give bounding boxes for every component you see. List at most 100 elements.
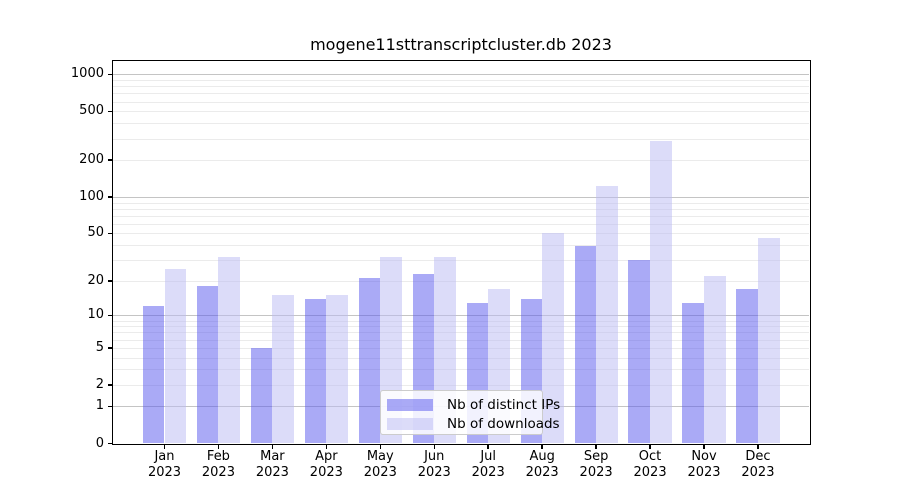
x-tick-mark xyxy=(757,445,759,449)
y-tick-label: 0 xyxy=(95,435,104,451)
chart-title: mogene11sttranscriptcluster.db 2023 xyxy=(310,35,612,54)
gridline-minor xyxy=(113,369,809,371)
y-tick-mark xyxy=(108,405,113,408)
x-tick-mark xyxy=(433,445,435,449)
x-tick-mark xyxy=(595,445,597,449)
gridline-minor xyxy=(113,111,809,113)
bar-downloads-sep xyxy=(596,186,618,444)
gridline-minor xyxy=(113,215,809,217)
plot-area xyxy=(113,61,809,444)
x-tick-label: Nov 2023 xyxy=(687,449,721,480)
gridline-minor xyxy=(113,280,809,282)
bar-downloads-nov xyxy=(704,276,726,444)
gridline-major xyxy=(113,315,809,317)
bar-distinct-ips-oct xyxy=(628,260,651,444)
gridline-minor xyxy=(113,233,809,235)
x-tick-label: Aug 2023 xyxy=(525,449,559,480)
x-tick-mark xyxy=(487,445,489,449)
gridline-minor xyxy=(113,332,809,334)
x-tick-label: Jun 2023 xyxy=(417,449,451,480)
gridline-minor xyxy=(113,202,809,204)
bar-downloads-feb xyxy=(218,256,241,444)
bar-distinct-ips-nov xyxy=(682,302,704,444)
y-tick-label: 200 xyxy=(79,152,104,168)
x-tick-label: May 2023 xyxy=(363,449,397,480)
gridline-major xyxy=(113,74,809,76)
y-tick-mark xyxy=(108,232,113,235)
gridline-minor xyxy=(113,357,809,359)
gridline-minor xyxy=(113,245,809,247)
y-tick-label: 10 xyxy=(87,307,104,323)
gridline-minor xyxy=(113,160,809,162)
y-tick-label: 5 xyxy=(95,339,104,355)
legend-label-downloads: Nb of downloads xyxy=(447,416,560,432)
y-tick-mark xyxy=(108,280,113,282)
gridline-minor xyxy=(113,339,809,341)
gridline-minor xyxy=(113,260,809,262)
bar-distinct-ips-apr xyxy=(304,298,327,444)
bar-downloads-aug xyxy=(542,233,564,444)
y-tick-mark xyxy=(108,159,113,161)
bar-distinct-ips-sep xyxy=(574,246,597,444)
gridline-minor xyxy=(113,93,809,95)
x-tick-mark xyxy=(325,445,328,449)
x-tick-label: Feb 2023 xyxy=(201,449,235,480)
legend-entry-distinct-ips: Nb of distinct IPs xyxy=(387,396,560,414)
x-tick-mark xyxy=(703,445,705,449)
y-tick-mark xyxy=(108,347,113,349)
legend-swatch-downloads xyxy=(387,418,433,430)
y-tick-label: 1 xyxy=(95,398,104,414)
legend: Nb of distinct IPs Nb of downloads xyxy=(380,390,560,435)
gridline-minor xyxy=(113,223,809,225)
gridline-minor xyxy=(113,347,809,349)
legend-swatch-distinct-ips xyxy=(387,399,433,411)
y-tick-mark xyxy=(108,384,113,386)
x-tick-mark xyxy=(271,445,274,449)
x-tick-label: Mar 2023 xyxy=(255,449,289,480)
y-tick-mark xyxy=(108,110,113,113)
gridline-minor xyxy=(113,123,809,125)
gridline-minor xyxy=(113,138,809,140)
x-tick-label: Apr 2023 xyxy=(309,449,343,480)
y-tick-mark xyxy=(108,196,113,198)
bar-downloads-oct xyxy=(650,140,672,444)
legend-label-distinct-ips: Nb of distinct IPs xyxy=(447,397,561,413)
x-tick-label: Dec 2023 xyxy=(741,449,775,480)
y-tick-label: 500 xyxy=(79,103,104,119)
bar-distinct-ips-feb xyxy=(196,286,219,444)
gridline-minor xyxy=(113,384,809,386)
bar-distinct-ips-may xyxy=(358,278,381,444)
y-tick-label: 50 xyxy=(87,225,104,241)
y-tick-label: 1000 xyxy=(70,66,104,82)
gridline-minor xyxy=(113,86,809,88)
gridline-minor xyxy=(113,320,809,322)
bar-distinct-ips-jan xyxy=(142,306,165,444)
y-tick-label: 20 xyxy=(87,272,104,288)
x-tick-mark xyxy=(541,445,543,449)
legend-entry-downloads: Nb of downloads xyxy=(387,415,560,433)
gridline-minor xyxy=(113,80,809,82)
bar-downloads-apr xyxy=(326,295,348,444)
gridline-minor xyxy=(113,208,809,210)
bar-distinct-ips-dec xyxy=(736,289,758,444)
x-tick-mark xyxy=(649,445,651,449)
bar-distinct-ips-mar xyxy=(250,347,273,444)
y-tick-mark xyxy=(108,442,113,445)
bar-downloads-dec xyxy=(757,237,780,444)
y-tick-label: 100 xyxy=(79,188,104,204)
y-tick-mark xyxy=(108,314,113,317)
x-tick-label: Jan 2023 xyxy=(147,449,182,480)
x-tick-mark xyxy=(163,445,166,449)
x-tick-mark xyxy=(379,445,382,449)
x-tick-label: Sep 2023 xyxy=(579,449,613,480)
x-tick-label: Oct 2023 xyxy=(633,449,667,480)
gridline-major xyxy=(113,196,809,198)
y-tick-label: 2 xyxy=(95,376,104,392)
gridline-minor xyxy=(113,101,809,103)
x-tick-mark xyxy=(217,445,220,449)
y-tick-mark xyxy=(108,73,113,76)
gridline-minor xyxy=(113,326,809,328)
bar-downloads-mar xyxy=(272,295,294,444)
bar-downloads-jan xyxy=(164,269,187,444)
